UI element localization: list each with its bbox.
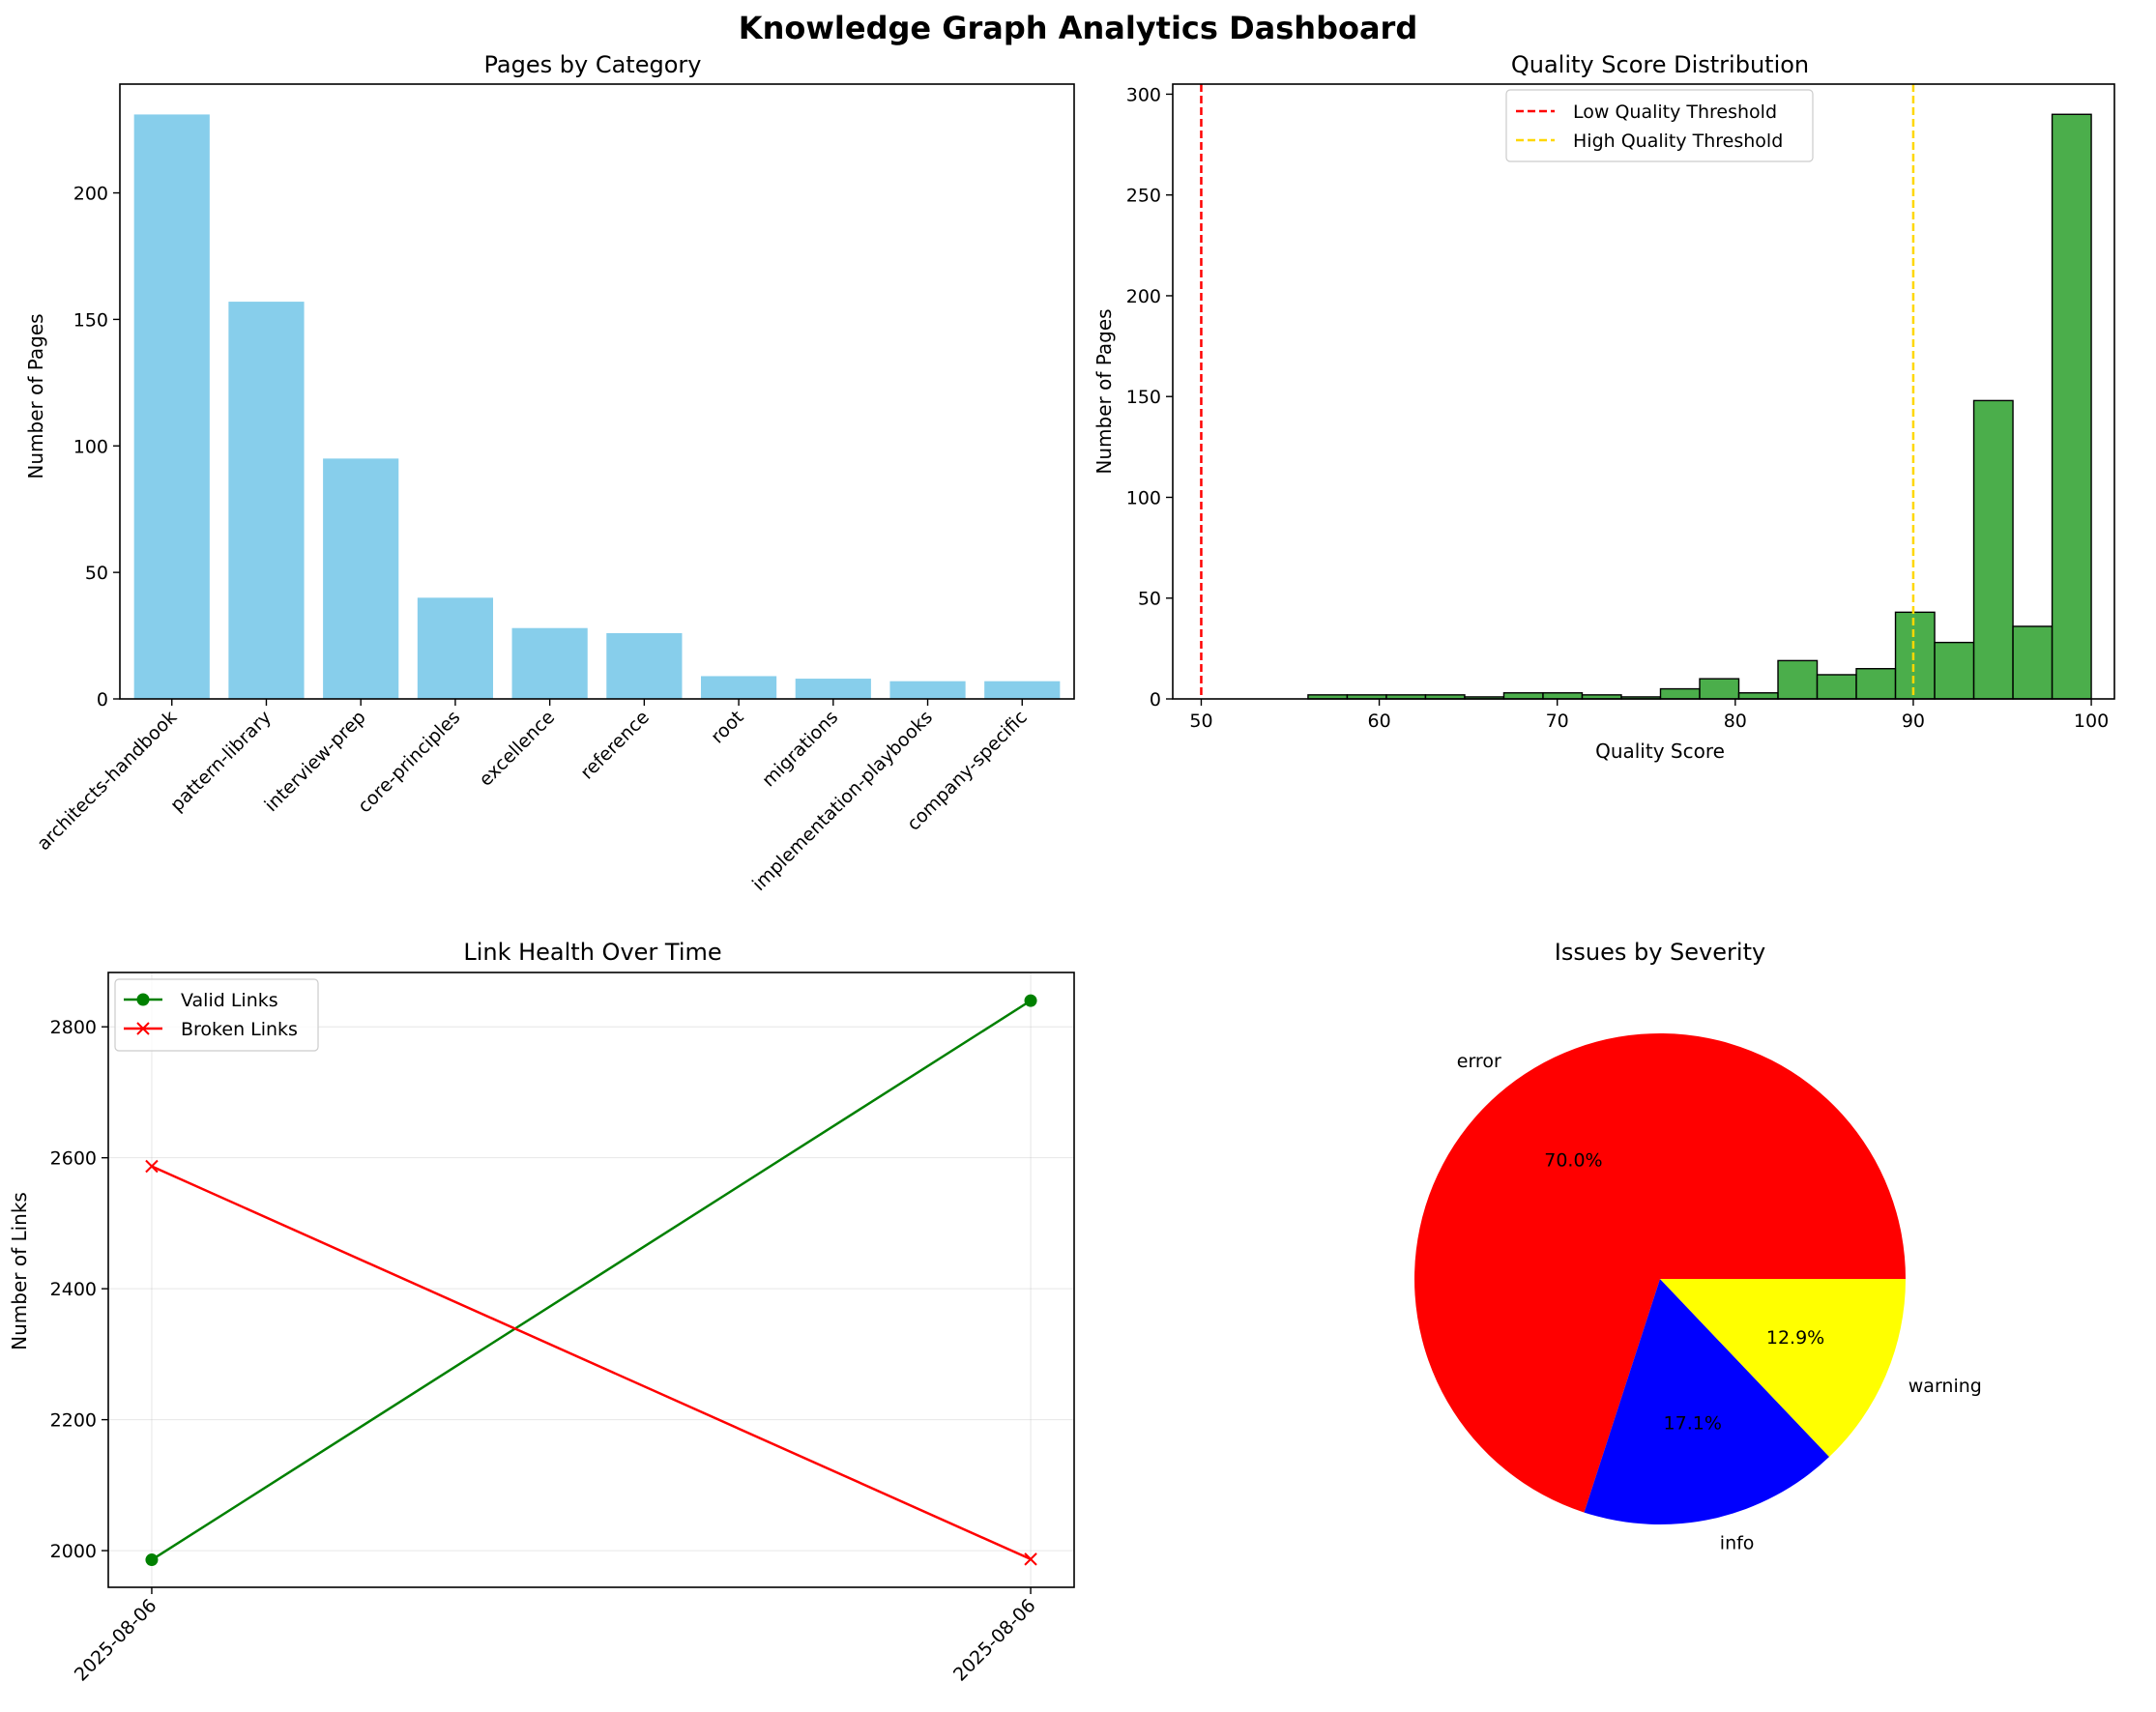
histogram-xtick-label: 70 <box>1546 711 1569 732</box>
point-broken-links <box>1024 1552 1037 1566</box>
bar-chart-ytick-label: 150 <box>73 309 108 331</box>
point-valid-links <box>145 1553 159 1567</box>
line-chart-ytick-label: 2800 <box>50 1017 97 1038</box>
bar-migrations <box>795 679 871 699</box>
legend-marker-valid-links <box>136 993 150 1006</box>
series-line-broken-links <box>151 1165 1032 1561</box>
bar-pattern-library <box>228 302 305 699</box>
histogram-bin <box>1972 399 2014 700</box>
histogram-bin <box>1659 687 1701 700</box>
pie-chart-title: Issues by Severity <box>1555 939 1765 966</box>
line-chart-ylabel: Number of Links <box>8 1192 31 1350</box>
bar-chart-title: Pages by Category <box>484 51 702 78</box>
histogram-bin <box>2051 113 2092 700</box>
line-chart-ytick-label: 2600 <box>50 1148 97 1170</box>
bar-core-principles <box>417 597 494 699</box>
bar-chart-ytick-label: 0 <box>97 689 108 711</box>
histogram-bin <box>1855 668 1897 700</box>
histogram-ytick-label: 50 <box>1138 589 1161 610</box>
bar-architects-handbook <box>133 114 210 699</box>
line-chart-ytick-label: 2200 <box>50 1410 97 1432</box>
histogram-frame <box>1172 83 2115 700</box>
pie-pct-warning: 12.9% <box>1766 1327 1824 1349</box>
histogram-ytick-label: 300 <box>1126 84 1161 105</box>
bar-company-specific <box>984 681 1061 699</box>
legend-label-low-threshold: Low Quality Threshold <box>1573 102 1777 123</box>
pie-pct-error: 70.0% <box>1544 1150 1602 1172</box>
histogram-bin <box>1699 678 1740 700</box>
line-chart-xtick-label: 2025-08-06 <box>949 1595 1040 1686</box>
histogram-bin <box>1816 674 1857 700</box>
histogram-xtick-label: 50 <box>1189 711 1212 732</box>
histogram-title: Quality Score Distribution <box>1511 51 1809 78</box>
histogram-ytick-label: 100 <box>1126 487 1161 508</box>
bar-chart-frame <box>119 83 1075 700</box>
line-chart-frame <box>107 972 1075 1588</box>
bar-excellence <box>511 627 588 699</box>
bar-chart-xtick-label: reference <box>576 707 654 784</box>
pie-label-error: error <box>1457 1051 1501 1072</box>
pie-label-warning: warning <box>1908 1376 1982 1397</box>
legend-label-valid-links: Valid Links <box>181 990 278 1011</box>
bar-reference <box>606 632 683 699</box>
pie-slice-info <box>1584 1279 1830 1525</box>
line-chart-legend: Valid Links Broken Links <box>114 978 319 1052</box>
pie-chart-issues-by-severity: Issues by Severity error 70.0% info 17.1% wa… <box>1414 939 1982 1553</box>
line-chart-xtick-label: 2025-08-06 <box>71 1595 161 1686</box>
line-chart-ytick-label: 2400 <box>50 1279 97 1300</box>
line-chart-title: Link Health Over Time <box>463 939 721 966</box>
histogram-bin <box>1737 692 1779 700</box>
histogram-ytick-label: 200 <box>1126 286 1161 307</box>
series-line-valid-links <box>151 1000 1032 1561</box>
bar-interview-prep <box>323 458 399 699</box>
pie-slice-warning <box>1660 1279 1906 1458</box>
bar-chart-xtick-label: excellence <box>475 707 559 791</box>
histogram-bin <box>1934 641 1975 700</box>
bar-chart-pages-by-category: Pages by Category Number of Pages archit… <box>24 51 1075 895</box>
legend-label-broken-links: Broken Links <box>181 1019 298 1040</box>
histogram-bin <box>1502 692 1544 700</box>
histogram-xlabel: Quality Score <box>1595 740 1725 763</box>
line-chart-ytick-label: 2000 <box>50 1541 97 1562</box>
bar-chart-ylabel: Number of Pages <box>24 313 47 479</box>
bar-chart-xtick-label: migrations <box>758 707 842 791</box>
histogram-legend: Low Quality Threshold High Quality Thres… <box>1505 89 1814 162</box>
histogram-bin <box>1777 659 1819 700</box>
bar-chart-ytick-label: 50 <box>85 563 108 584</box>
legend-label-high-threshold: High Quality Threshold <box>1573 131 1783 152</box>
histogram-ytick-label: 250 <box>1126 186 1161 207</box>
bar-root <box>700 676 777 699</box>
bar-chart-xtick-label: interview-prep <box>261 707 370 816</box>
bar-chart-xtick-label: root <box>707 707 747 747</box>
point-broken-links <box>145 1159 159 1174</box>
bar-chart-ytick-label: 100 <box>73 436 108 457</box>
histogram-ytick-label: 0 <box>1150 689 1161 711</box>
histogram-xtick-label: 90 <box>1902 711 1925 732</box>
bar-chart-ytick-label: 200 <box>73 184 108 205</box>
bar-implementation-playbooks <box>889 681 966 699</box>
histogram-ytick-label: 150 <box>1126 387 1161 408</box>
histogram-bin <box>1542 692 1584 700</box>
line-chart-link-health: Link Health Over Time Number of Links 20… <box>8 939 1075 1686</box>
histogram-ylabel: Number of Pages <box>1093 308 1116 474</box>
bar-chart-xtick-label: pattern-library <box>166 707 276 816</box>
pie-pct-info: 17.1% <box>1664 1413 1722 1435</box>
histogram-bin <box>2012 625 2054 700</box>
legend-marker-broken-links <box>136 1022 150 1035</box>
point-valid-links <box>1024 994 1037 1007</box>
pie-label-info: info <box>1720 1532 1755 1553</box>
bar-chart-xtick-label: core-principles <box>354 707 464 817</box>
bar-chart-xtick-label: implementation-playbooks <box>748 707 937 895</box>
pie-slice-error <box>1414 1033 1906 1513</box>
histogram-xtick-label: 80 <box>1724 711 1747 732</box>
histogram-xtick-label: 60 <box>1367 711 1390 732</box>
histogram-xtick-label: 100 <box>2074 711 2109 732</box>
bar-chart-xtick-label: architects-handbook <box>33 707 181 855</box>
figure-title: Knowledge Graph Analytics Dashboard <box>739 10 1417 46</box>
histogram-bin <box>1894 611 1936 700</box>
histogram-quality-score: Quality Score Distribution Number of Pag… <box>1093 51 2115 763</box>
